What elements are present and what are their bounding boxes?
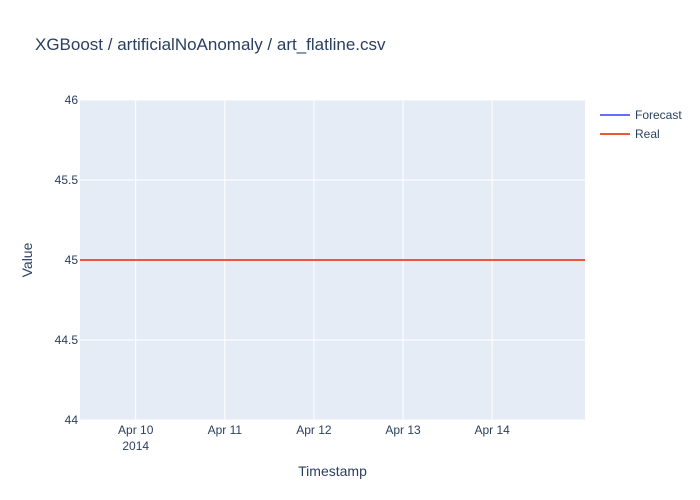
x-tick-label-4: Apr 14	[474, 423, 510, 437]
legend-item-real[interactable]: Real	[600, 127, 660, 141]
x-tick-label-1: Apr 11	[208, 423, 243, 437]
legend-item-forecast[interactable]: Forecast	[600, 108, 682, 122]
x-tick-label-2: Apr 12	[296, 423, 332, 437]
x-tick-label-0: Apr 10	[118, 423, 154, 437]
chart-title: XGBoost / artificialNoAnomaly / art_flat…	[35, 35, 386, 54]
y-tick-labels: 44 44.5 45 45.5 46	[55, 93, 79, 427]
y-tick-label-4: 46	[65, 93, 79, 107]
x-axis-title: Timestamp	[298, 463, 367, 479]
legend[interactable]: Forecast Real	[600, 108, 682, 141]
x-tick-labels: Apr 10 2014 Apr 11 Apr 12 Apr 13 Apr 14	[118, 423, 510, 453]
x-tick-sublabel-0: 2014	[122, 439, 149, 453]
x-tick-label-3: Apr 13	[385, 423, 421, 437]
legend-label-real: Real	[635, 127, 660, 141]
y-tick-label-1: 44.5	[55, 333, 79, 347]
y-tick-label-0: 44	[65, 413, 79, 427]
y-axis-title: Value	[19, 242, 35, 277]
y-tick-label-2: 45	[65, 253, 79, 267]
legend-label-forecast: Forecast	[635, 108, 682, 122]
y-tick-label-3: 45.5	[55, 173, 79, 187]
